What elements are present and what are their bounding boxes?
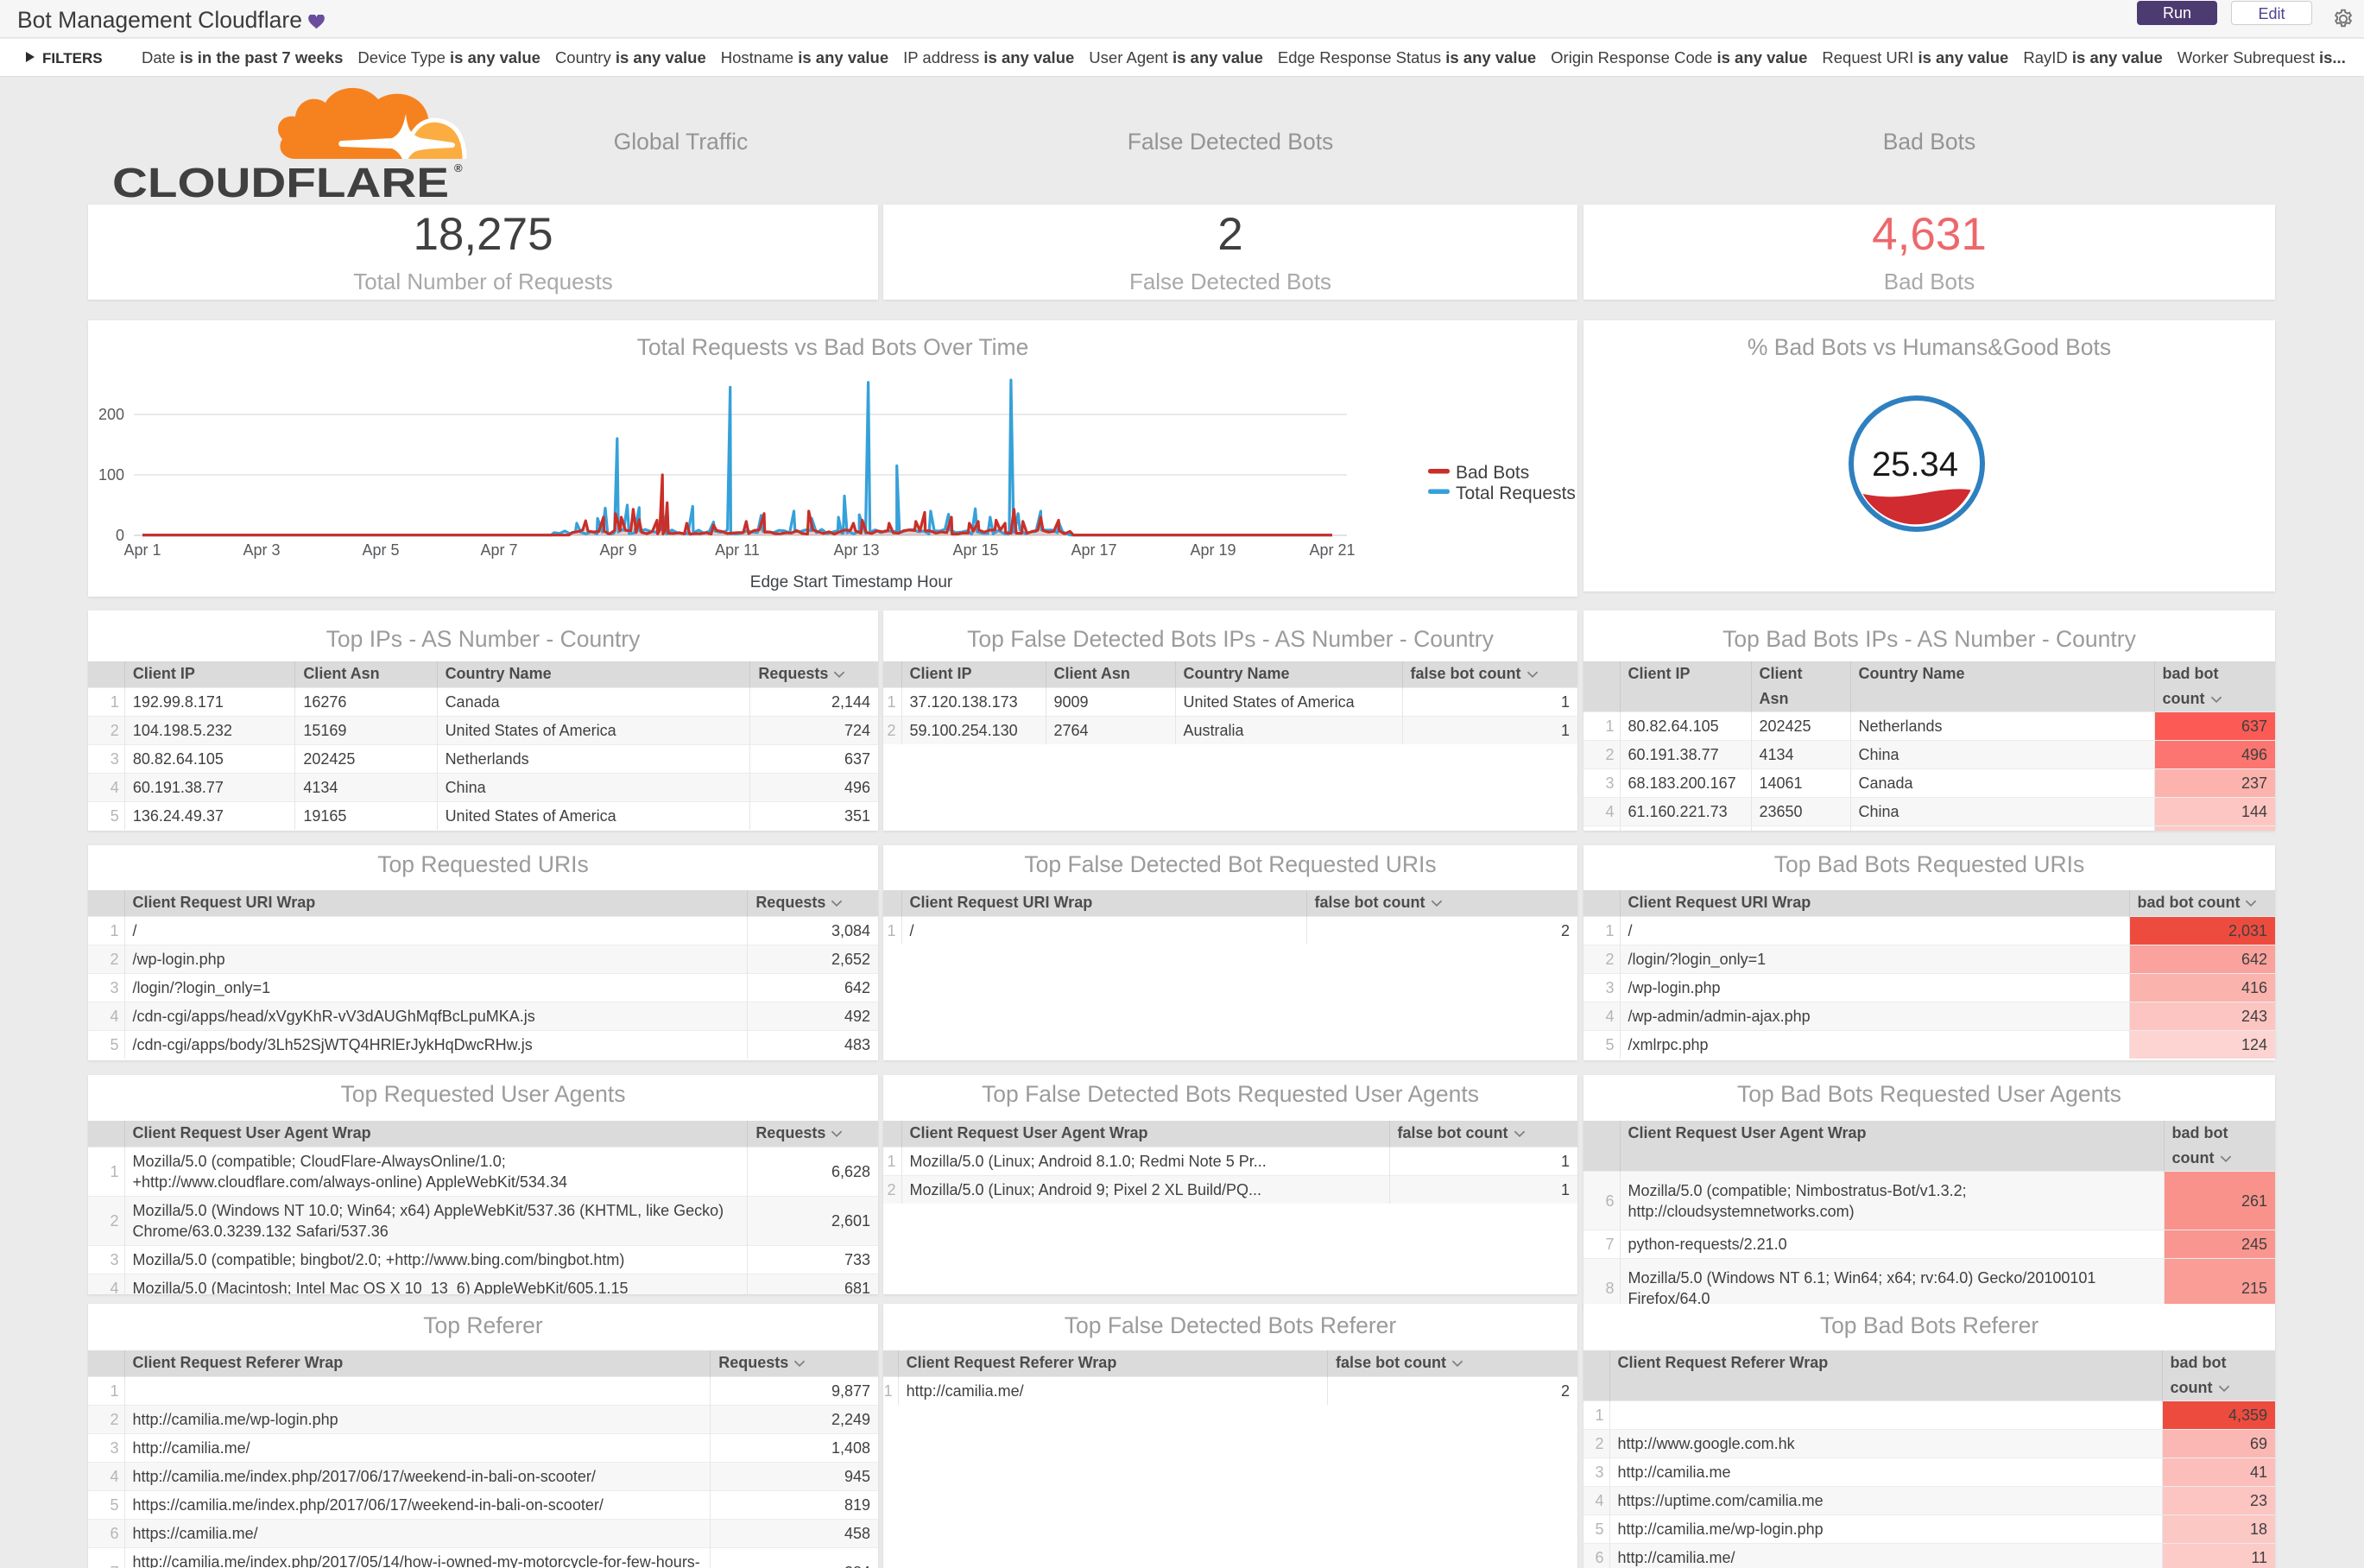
svg-text:Edge Start Timestamp Hour: Edge Start Timestamp Hour: [750, 573, 953, 591]
svg-text:Bad Bots: Bad Bots: [1456, 463, 1529, 483]
svg-text:25.34: 25.34: [1872, 446, 1958, 484]
svg-text:Total Requests: Total Requests: [1456, 484, 1576, 503]
svg-text:CLOUDFLARE: CLOUDFLARE: [112, 161, 449, 206]
svg-text:Apr 21: Apr 21: [1309, 541, 1355, 559]
svg-text:Apr 11: Apr 11: [715, 541, 760, 559]
svg-text:Apr 17: Apr 17: [1071, 541, 1116, 559]
svg-text:Apr 19: Apr 19: [1190, 541, 1236, 559]
svg-text:Apr 15: Apr 15: [952, 541, 998, 559]
svg-text:Apr 9: Apr 9: [599, 541, 636, 559]
svg-text:®: ®: [454, 161, 463, 174]
svg-text:Apr 1: Apr 1: [123, 541, 161, 559]
svg-text:100: 100: [98, 466, 124, 484]
svg-text:Apr 7: Apr 7: [480, 541, 517, 559]
svg-text:Apr 3: Apr 3: [243, 541, 280, 559]
svg-text:Apr 5: Apr 5: [362, 541, 399, 559]
svg-text:0: 0: [116, 527, 124, 544]
svg-text:Apr 13: Apr 13: [833, 541, 879, 559]
svg-text:200: 200: [98, 406, 124, 423]
